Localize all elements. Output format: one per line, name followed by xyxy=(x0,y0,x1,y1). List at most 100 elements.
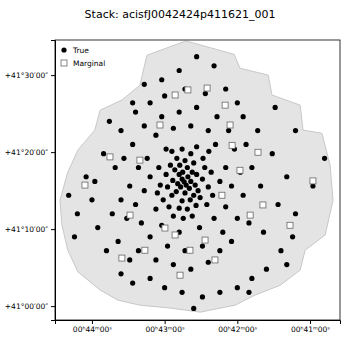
point xyxy=(174,189,179,194)
point xyxy=(204,202,209,207)
point xyxy=(155,190,160,195)
point xyxy=(191,193,196,198)
point xyxy=(255,149,261,155)
point xyxy=(197,225,202,230)
point xyxy=(235,285,240,290)
point xyxy=(227,122,233,128)
point xyxy=(211,63,216,68)
point xyxy=(194,172,199,177)
point xyxy=(200,294,205,299)
point xyxy=(116,239,121,244)
point xyxy=(119,255,125,261)
point xyxy=(177,68,182,73)
point xyxy=(185,165,190,170)
point xyxy=(136,165,141,170)
point xyxy=(171,126,176,131)
point xyxy=(229,183,234,188)
point xyxy=(142,82,147,87)
point xyxy=(179,198,184,203)
point xyxy=(89,197,94,202)
point xyxy=(171,262,176,267)
point xyxy=(185,87,191,93)
point xyxy=(159,114,164,119)
point xyxy=(200,176,205,181)
point xyxy=(188,197,193,202)
point xyxy=(169,193,174,198)
point xyxy=(237,167,243,173)
point xyxy=(174,156,179,161)
point xyxy=(147,234,152,239)
series-circle xyxy=(66,54,327,311)
point xyxy=(191,160,196,165)
point xyxy=(179,146,184,151)
point xyxy=(145,156,150,161)
point xyxy=(142,123,147,128)
point xyxy=(229,142,235,148)
point xyxy=(118,197,123,202)
point xyxy=(203,91,208,96)
point xyxy=(200,156,205,161)
point xyxy=(188,151,193,156)
y-tick: +41°30′00″ xyxy=(5,71,55,80)
point xyxy=(163,172,168,177)
point xyxy=(217,179,222,184)
point xyxy=(284,262,289,267)
point xyxy=(159,77,164,82)
series-square xyxy=(82,85,316,278)
point xyxy=(206,260,211,265)
point xyxy=(243,142,248,147)
point xyxy=(202,165,207,170)
y-tick-label: +41°10′00″ xyxy=(5,225,48,234)
point xyxy=(290,234,295,239)
point xyxy=(153,207,158,212)
point xyxy=(212,257,218,263)
point xyxy=(158,182,163,187)
point xyxy=(275,202,280,207)
point xyxy=(217,248,222,253)
point xyxy=(264,267,269,272)
point xyxy=(223,86,228,91)
point xyxy=(293,128,298,133)
point xyxy=(255,128,260,133)
point xyxy=(179,176,184,181)
x-tick: 00ʰ43ᵐ00ˢ xyxy=(146,320,185,334)
x-tick-label: 00ʰ44ᵐ00ˢ xyxy=(73,325,112,334)
point xyxy=(162,225,168,231)
point xyxy=(82,182,88,188)
x-tick: 00ʰ41ᵐ00ˢ xyxy=(291,320,330,334)
point xyxy=(172,92,178,98)
plot-frame xyxy=(55,40,340,320)
point xyxy=(130,280,135,285)
point xyxy=(142,247,148,253)
point xyxy=(278,248,283,253)
legend-label: Marginal xyxy=(73,59,105,68)
x-tick-label: 00ʰ41ᵐ00ˢ xyxy=(291,325,330,334)
point xyxy=(287,222,293,228)
point xyxy=(75,211,80,216)
y-tick-label: +41°30′00″ xyxy=(5,71,48,80)
plot-area xyxy=(60,41,333,312)
point xyxy=(273,105,278,110)
point xyxy=(226,128,231,133)
point xyxy=(168,163,173,168)
title: Stack: acisfJ0042424p411621_001 xyxy=(85,8,276,21)
point xyxy=(127,183,132,188)
point xyxy=(284,174,289,179)
point xyxy=(177,272,183,278)
point xyxy=(137,157,143,163)
point xyxy=(185,174,190,179)
point xyxy=(185,207,190,212)
point xyxy=(188,123,193,128)
point xyxy=(182,158,187,163)
point xyxy=(127,212,133,218)
x-tick-label: 00ʰ42ᵐ00ˢ xyxy=(218,325,257,334)
point xyxy=(162,93,167,98)
point xyxy=(172,232,178,238)
point xyxy=(66,193,71,198)
point xyxy=(209,170,214,175)
point xyxy=(187,247,193,253)
point xyxy=(194,144,199,149)
point xyxy=(139,220,144,225)
point xyxy=(322,156,327,161)
point xyxy=(107,119,112,124)
